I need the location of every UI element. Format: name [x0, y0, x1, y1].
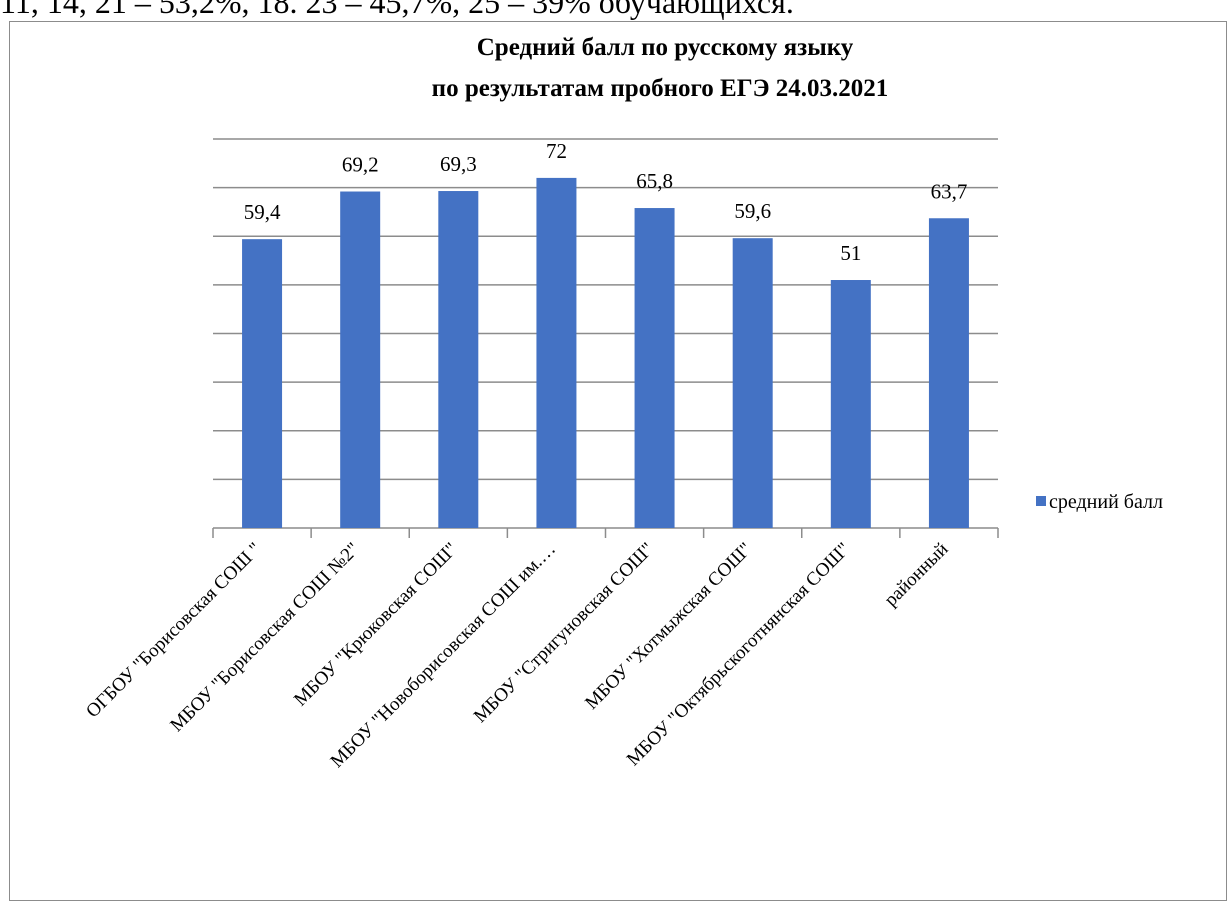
bar	[830, 280, 871, 528]
x-tick-label: МБОУ "Крюковская СОШ"	[290, 539, 462, 711]
x-tick-label: МБОУ "Новоборисовская СОШ им.…	[327, 539, 560, 772]
data-label: 59,6	[734, 199, 771, 223]
x-axis: ОГБОУ "Борисовская СОШ "МБОУ "Борисовска…	[82, 528, 999, 772]
legend: средний балл	[1036, 491, 1163, 513]
x-tick-label: ОГБОУ "Борисовская СОШ "	[82, 539, 265, 722]
x-tick-label: МБОУ "Хотмыжская СОШ"	[581, 539, 756, 714]
bar	[732, 238, 773, 528]
bar	[340, 191, 381, 528]
x-tick-label: МБОУ "Стригуновская СОШ"	[470, 539, 658, 727]
chart-title-line-2: по результатам пробного ЕГЭ 24.03.2021	[432, 75, 889, 102]
bar	[242, 239, 283, 529]
chart-title-line-1: Средний балл по русскому языку	[477, 34, 854, 61]
bar	[438, 191, 479, 528]
data-label: 69,2	[342, 153, 379, 177]
gridlines	[213, 138, 998, 529]
bar	[928, 218, 969, 529]
bar	[536, 177, 577, 528]
data-label: 59,4	[244, 200, 281, 224]
page-top-text: 11, 14, 21 – 53,2%, 18. 23 – 45,7%, 25 –…	[0, 0, 794, 20]
legend-label: средний балл	[1049, 491, 1163, 513]
bar	[634, 208, 675, 529]
data-label: 69,3	[440, 152, 477, 176]
data-label: 65,8	[636, 169, 673, 193]
data-label: 51	[840, 241, 861, 265]
x-tick-label: МБОУ "Октябрьскоготнянская СОШ"	[623, 539, 854, 770]
data-label: 72	[546, 139, 567, 163]
x-tick-label: районный	[880, 539, 952, 611]
bar-series: 59,4 69,2 69,3 72 65,8 59,6 51 63,7	[242, 139, 969, 529]
data-label: 63,7	[931, 179, 968, 203]
x-tick-label: МБОУ "Борисовская СОШ №2"	[166, 539, 363, 736]
legend-swatch	[1036, 496, 1046, 506]
